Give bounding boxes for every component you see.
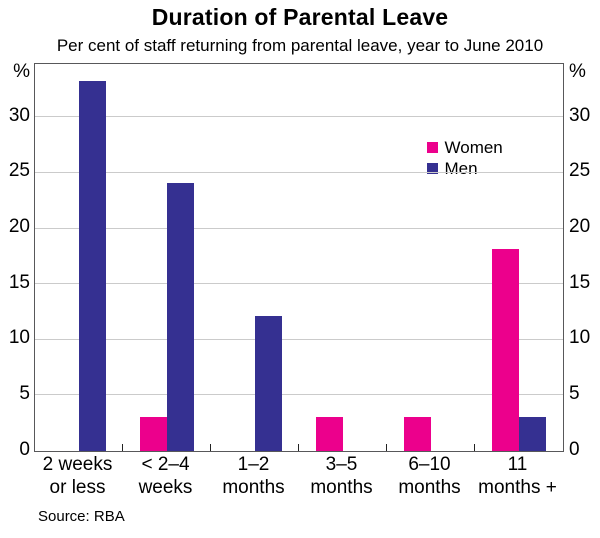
y-axis-label-left-0: 0 — [19, 438, 30, 460]
x-axis-tick — [122, 443, 123, 451]
legend-swatch-men-icon — [426, 162, 438, 174]
x-axis-category-label-1: < 2–4 weeks — [122, 453, 210, 499]
x-axis-category-line: 3–5 — [325, 454, 358, 475]
y-axis-label-right-20: 20 — [569, 216, 591, 238]
gridline-30 — [34, 116, 563, 118]
y-axis-label-right-25: 25 — [569, 160, 591, 182]
y-axis-label-left-30: 30 — [8, 104, 30, 126]
x-axis-tick — [474, 443, 475, 451]
x-axis-category-line: or less — [49, 477, 106, 498]
source-note: Source: RBA — [38, 508, 125, 525]
gridline-15 — [34, 283, 563, 285]
y-axis-label-left-10: 10 — [8, 327, 30, 349]
x-axis-category-line: 1–2 — [237, 454, 270, 475]
x-axis-category-label-4: 6–10 months — [386, 453, 474, 499]
bar-women-1 — [139, 417, 167, 451]
gridline-10 — [34, 338, 563, 340]
y-axis-label-right-30: 30 — [569, 104, 591, 126]
gridline-5 — [34, 394, 563, 396]
bar-women-4 — [403, 417, 431, 451]
legend-item-men: Men — [426, 158, 503, 179]
x-axis-category-line: months + — [478, 477, 557, 498]
gridline-25 — [34, 171, 563, 173]
x-axis-category-label-0: 2 weeks or less — [34, 453, 122, 499]
y-axis-label-right-10: 10 — [569, 327, 591, 349]
x-axis-tick — [210, 443, 211, 451]
bar-men-1 — [166, 182, 194, 451]
legend-label-women: Women — [444, 137, 503, 157]
legend-item-women: Women — [426, 137, 503, 158]
bar-men-2 — [254, 315, 282, 451]
y-axis-percent-symbol-left: % — [13, 61, 30, 82]
bar-men-0 — [78, 81, 106, 451]
gridline-20 — [34, 227, 563, 229]
x-axis-category-label-5: 11 months + — [474, 453, 562, 499]
bar-men-5 — [518, 417, 546, 451]
x-axis-category-label-3: 3–5 months — [298, 453, 386, 499]
x-axis-tick — [298, 443, 299, 451]
y-axis-label-left-25: 25 — [8, 160, 30, 182]
y-axis-label-right-15: 15 — [569, 271, 591, 293]
y-axis-label-right-5: 5 — [569, 382, 580, 404]
x-axis-category-line: 6–10 — [408, 454, 451, 475]
y-axis-label-left-20: 20 — [8, 216, 30, 238]
legend-label-men: Men — [444, 158, 478, 178]
x-axis-category-line: months — [398, 477, 461, 498]
y-axis-label-right-0: 0 — [569, 438, 580, 460]
bar-women-5 — [491, 249, 519, 451]
x-axis-category-line: < 2–4 — [141, 454, 190, 475]
x-axis-category-label-2: 1–2 months — [210, 453, 298, 499]
chart-title: Duration of Parental Leave — [151, 4, 449, 30]
plot-area: Women Men — [33, 62, 564, 452]
chart-subtitle: Per cent of staff returning from parenta… — [56, 36, 544, 55]
y-axis-percent-symbol-right: % — [569, 61, 586, 82]
x-axis-tick — [386, 443, 387, 451]
x-axis-category-line: months — [222, 477, 285, 498]
x-axis-category-line: weeks — [138, 477, 193, 498]
y-axis-label-left-5: 5 — [19, 382, 30, 404]
x-axis-category-line: 2 weeks — [42, 454, 113, 475]
x-axis-category-line: months — [310, 477, 373, 498]
bar-women-3 — [315, 417, 343, 451]
x-axis-category-line: 11 — [507, 454, 528, 475]
y-axis-label-left-15: 15 — [8, 271, 30, 293]
legend-swatch-women-icon — [426, 141, 438, 153]
